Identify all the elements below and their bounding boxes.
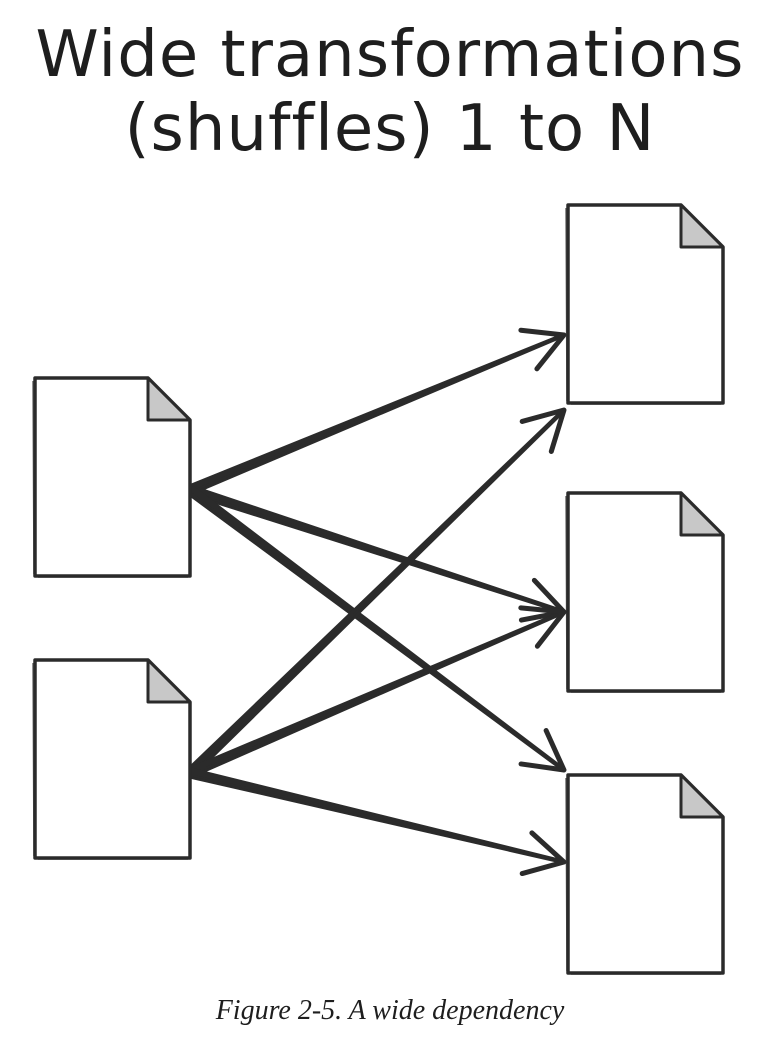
output-partition-3 xyxy=(565,773,725,975)
edge-sketch xyxy=(190,610,565,776)
input-partition-2 xyxy=(32,658,192,860)
document-sheet xyxy=(566,491,725,693)
document-sheet xyxy=(566,773,725,975)
title-line-2: (shuffles) 1 to N xyxy=(124,92,656,166)
edge-input-1-to-output-1 xyxy=(187,327,567,496)
folded-corner xyxy=(146,376,192,422)
sketch-edge xyxy=(32,662,188,860)
edge-line xyxy=(188,767,565,865)
arrowhead xyxy=(518,327,567,372)
folded-corner xyxy=(679,773,725,819)
edge-sketch xyxy=(189,773,565,863)
arrowhead xyxy=(518,605,567,649)
arrowhead xyxy=(519,407,567,454)
sketch-edge xyxy=(565,207,721,405)
arrowhead xyxy=(518,727,567,773)
diagram-title: Wide transformations (shuffles) 1 to N xyxy=(0,18,780,166)
document-sheet xyxy=(33,658,192,860)
document-sheet xyxy=(33,376,192,578)
edge-input-2-to-output-3 xyxy=(188,767,567,877)
output-partition-1 xyxy=(565,203,725,405)
edge-input-2-to-output-1 xyxy=(186,407,567,777)
arrowhead xyxy=(519,830,567,877)
edges-layer xyxy=(186,327,567,877)
folded-corner xyxy=(679,203,725,249)
edge-sketch xyxy=(190,408,565,776)
sketch-edge xyxy=(565,495,721,693)
edge-input-1-to-output-2 xyxy=(188,484,567,623)
edge-input-2-to-output-2 xyxy=(187,605,567,779)
input-partition-1 xyxy=(32,376,192,578)
partitions-layer xyxy=(32,203,725,975)
sketch-edge xyxy=(565,777,721,975)
edge-input-1-to-output-3 xyxy=(186,485,567,773)
edge-sketch xyxy=(189,490,565,613)
folded-corner xyxy=(146,658,192,704)
folded-corner xyxy=(679,491,725,537)
document-sheet xyxy=(566,203,725,405)
sketch-edge xyxy=(32,380,188,578)
title-line-1: Wide transformations xyxy=(35,18,745,92)
edge-sketch xyxy=(188,490,566,771)
figure-caption: Figure 2-5. A wide dependency xyxy=(215,995,565,1026)
edge-sketch xyxy=(190,333,565,493)
output-partition-2 xyxy=(565,491,725,693)
